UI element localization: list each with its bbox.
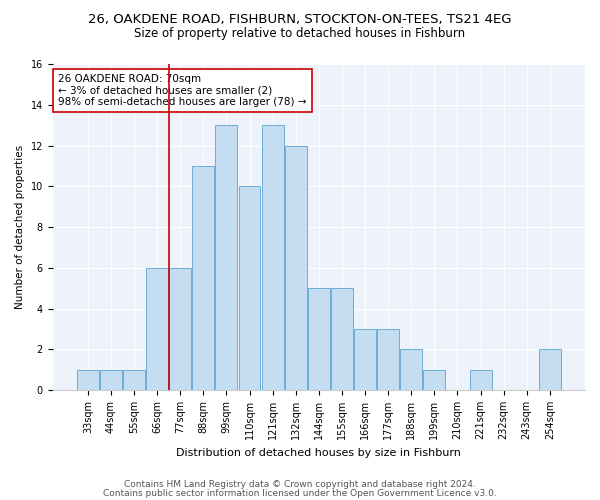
Bar [400, 350, 422, 390]
Bar [100, 370, 122, 390]
Bar [470, 370, 491, 390]
Text: Size of property relative to detached houses in Fishburn: Size of property relative to detached ho… [134, 28, 466, 40]
Text: Contains public sector information licensed under the Open Government Licence v3: Contains public sector information licen… [103, 489, 497, 498]
Bar [354, 329, 376, 390]
Bar [377, 329, 399, 390]
Text: Contains HM Land Registry data © Crown copyright and database right 2024.: Contains HM Land Registry data © Crown c… [124, 480, 476, 489]
Bar [308, 288, 330, 390]
Bar [123, 370, 145, 390]
Bar [262, 125, 284, 390]
Bar [169, 268, 191, 390]
Bar [239, 186, 260, 390]
X-axis label: Distribution of detached houses by size in Fishburn: Distribution of detached houses by size … [176, 448, 461, 458]
Bar [331, 288, 353, 390]
Bar [424, 370, 445, 390]
Bar [285, 146, 307, 390]
Text: 26 OAKDENE ROAD: 70sqm
← 3% of detached houses are smaller (2)
98% of semi-detac: 26 OAKDENE ROAD: 70sqm ← 3% of detached … [58, 74, 307, 107]
Bar [146, 268, 168, 390]
Bar [193, 166, 214, 390]
Bar [77, 370, 99, 390]
Text: 26, OAKDENE ROAD, FISHBURN, STOCKTON-ON-TEES, TS21 4EG: 26, OAKDENE ROAD, FISHBURN, STOCKTON-ON-… [88, 12, 512, 26]
Y-axis label: Number of detached properties: Number of detached properties [15, 145, 25, 309]
Bar [215, 125, 238, 390]
Bar [539, 350, 561, 390]
